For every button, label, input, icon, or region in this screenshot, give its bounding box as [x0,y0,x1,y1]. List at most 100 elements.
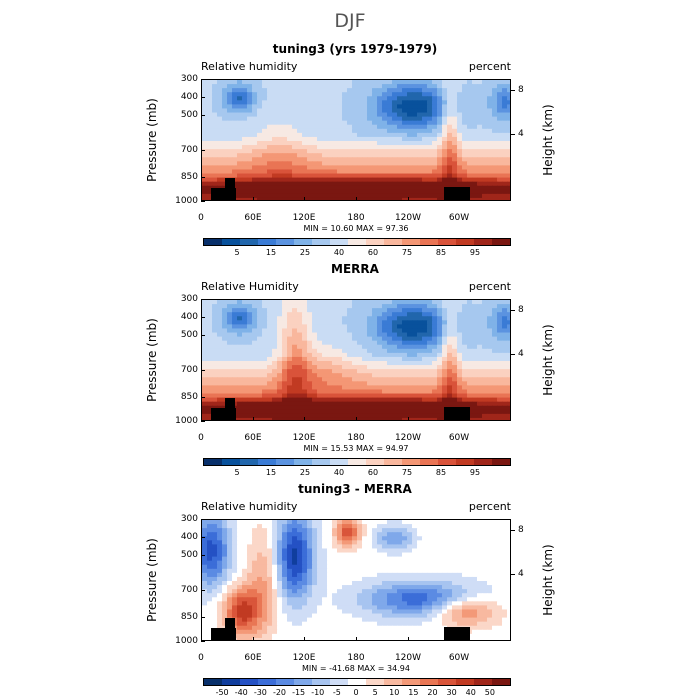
colorbar-label: 5 [372,688,378,697]
contour-plot [201,299,511,421]
x-tick-label: 60W [448,213,470,223]
variable-label: Relative humidity [201,500,298,513]
colorbar-cell [420,239,438,245]
x-tick [304,197,305,201]
y2-tick-label: 4 [518,349,524,359]
colorbar-label: 10 [389,688,400,697]
x-tick [459,197,460,201]
panel-1: tuning3 (yrs 1979-1979) Relative humidity… [140,42,570,257]
y2-axis-label: Height (km) [541,324,555,396]
x-tick-label: 60W [448,433,470,443]
colorbar-label: 0 [353,688,359,697]
x-tick-label: 120W [394,213,422,223]
y-tick [201,370,205,371]
x-tick [201,637,202,641]
colorbar-cell [294,679,312,685]
colorbar-label: 95 [469,468,481,477]
panel-title: MERRA [331,262,379,276]
colorbar-cell [222,239,240,245]
colorbar-cell [258,679,276,685]
colorbar-cell [222,459,240,465]
page-title: DJF [334,10,366,32]
x-tick-label: 0 [198,433,204,443]
y-tick-label: 1000 [175,636,198,646]
colorbar-label: -10 [311,688,325,697]
colorbar-cell [456,679,474,685]
x-tick-label: 120W [394,653,422,663]
x-tick-label: 60E [244,213,262,223]
y-tick-label: 500 [180,330,198,340]
colorbar-label: 85 [435,468,447,477]
y-tick [201,555,205,556]
terrain-mask [225,618,235,640]
y-axis-label: Pressure (mb) [145,318,159,402]
colorbar-cell [384,239,402,245]
colorbar-cell [330,679,348,685]
colorbar-cell [204,679,222,685]
colorbar-label: 20 [427,688,438,697]
colorbar-label: -30 [253,688,267,697]
y2-tick [511,354,515,355]
y2-tick [511,310,515,311]
colorbar-cell [402,679,420,685]
colorbar-cell [474,679,492,685]
colorbar-cell [402,239,420,245]
x-tick [408,637,409,641]
x-tick-label: 120E [292,213,316,223]
panel-3: tuning3 - MERRA Relative humidity percent P… [140,482,570,697]
colorbar-cell [348,679,366,685]
colorbar-label: 75 [401,248,413,257]
variable-label: Relative Humidity [201,280,299,293]
colorbar-cell [276,239,294,245]
x-tick-label: 120E [292,653,316,663]
y-tick-label: 300 [180,74,198,84]
colorbar-cell [438,239,456,245]
y2-tick-label: 4 [518,129,524,139]
y-tick-label: 700 [180,365,198,375]
y-tick [201,335,205,336]
colorbar-cell [330,239,348,245]
y-tick-label: 1000 [175,416,198,426]
colorbar-label: 25 [299,468,311,477]
colorbar-cell [330,459,348,465]
x-tick [459,417,460,421]
colorbar-cell [438,459,456,465]
heatmap-field [202,520,510,640]
x-tick [253,637,254,641]
y-tick-label: 300 [180,514,198,524]
x-tick [408,197,409,201]
colorbar-label: 40 [333,248,345,257]
colorbar-label: 15 [265,248,277,257]
colorbar-cell [366,679,384,685]
colorbar-label: 60 [367,468,379,477]
colorbar-label: 30 [446,688,457,697]
y-tick [201,201,205,202]
contour-plot [201,79,511,201]
terrain-mask [444,407,470,420]
colorbar-label: 60 [367,248,379,257]
y-tick-label: 850 [180,172,198,182]
colorbar-cell [240,679,258,685]
colorbar-cell [384,459,402,465]
terrain-mask [444,627,470,640]
colorbar-label: -50 [215,688,229,697]
y2-tick-label: 8 [518,85,524,95]
colorbar-label: 5 [234,468,240,477]
colorbar-cell [420,679,438,685]
x-tick-label: 180 [347,213,365,223]
x-tick-label: 0 [198,213,204,223]
colorbar-label: 25 [299,248,311,257]
terrain-mask [444,187,470,200]
x-tick [408,417,409,421]
colorbar-label: 85 [435,248,447,257]
y2-tick-label: 8 [518,525,524,535]
x-tick-label: 180 [347,653,365,663]
colorbar-label: -15 [292,688,306,697]
units-label: percent [468,500,511,513]
y-axis-label: Pressure (mb) [145,98,159,182]
y-tick-label: 850 [180,392,198,402]
y2-tick [511,90,515,91]
colorbar-label: 15 [408,688,419,697]
colorbar-cell [276,459,294,465]
colorbar-cell [258,239,276,245]
